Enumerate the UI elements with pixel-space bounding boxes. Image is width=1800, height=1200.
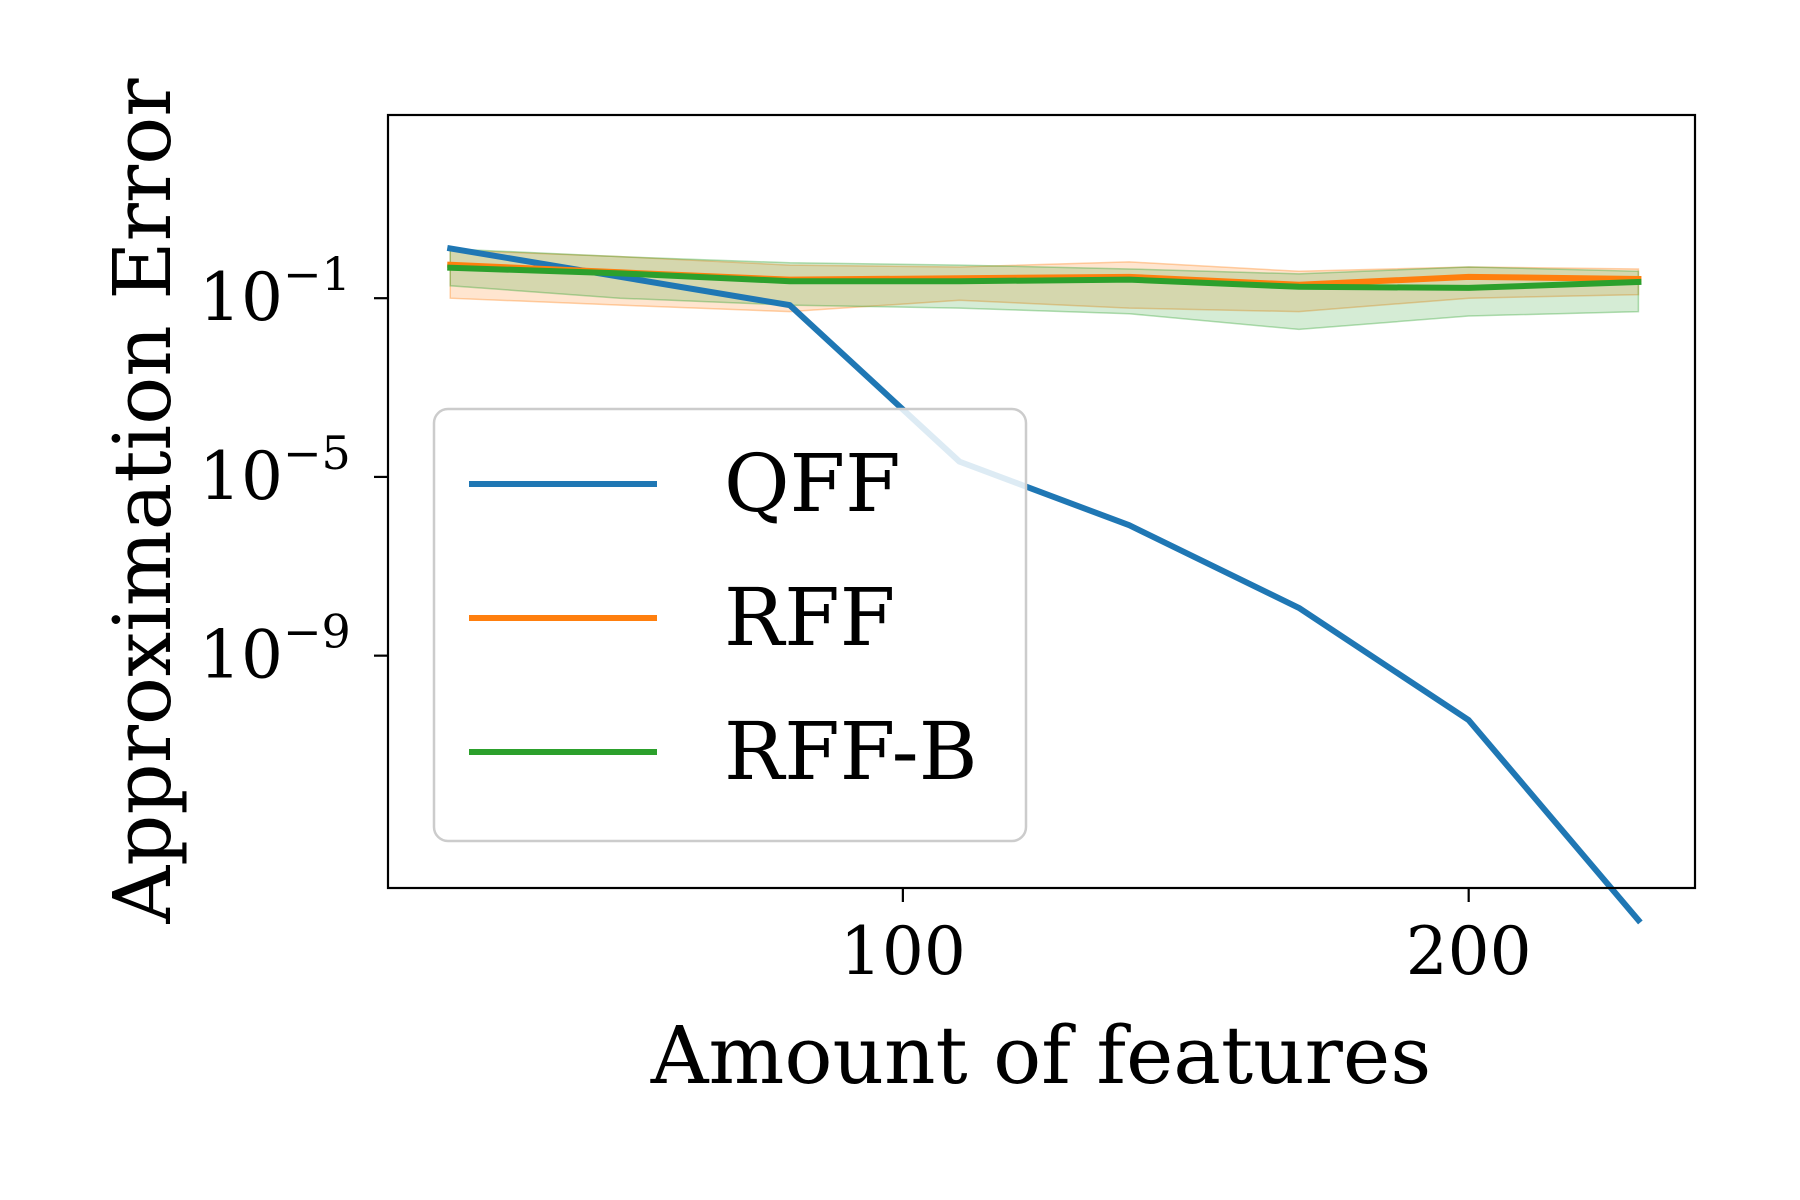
y-axis-ticks: 10−1 10−5 10−9 <box>199 247 388 694</box>
x-axis-ticks: 100 200 <box>840 888 1532 990</box>
legend-box <box>432 407 1028 843</box>
y-tick-label-1e-5: 10−5 <box>199 426 351 515</box>
legend-label-rff: RFF <box>724 571 895 664</box>
legend-label-rff-b: RFF-B <box>724 705 977 798</box>
y-tick-label-1e-9: 10−9 <box>199 605 351 694</box>
x-axis-label: Amount of features <box>650 1009 1432 1102</box>
plot-frame <box>386 113 1697 890</box>
legend: QFF RFF RFF-B <box>432 407 1028 843</box>
series-line-rff-b <box>447 264 1642 291</box>
series-lines <box>446 244 1643 925</box>
series-line-qff <box>446 244 1643 925</box>
y-axis-label: Approximation Error <box>96 78 189 925</box>
y-tick-label-1e-1: 10−1 <box>199 247 351 336</box>
legend-label-qff: QFF <box>724 437 901 530</box>
x-tick-label-100: 100 <box>840 913 966 990</box>
x-tick-label-200: 200 <box>1406 913 1532 990</box>
band-rff-b <box>449 248 1640 331</box>
